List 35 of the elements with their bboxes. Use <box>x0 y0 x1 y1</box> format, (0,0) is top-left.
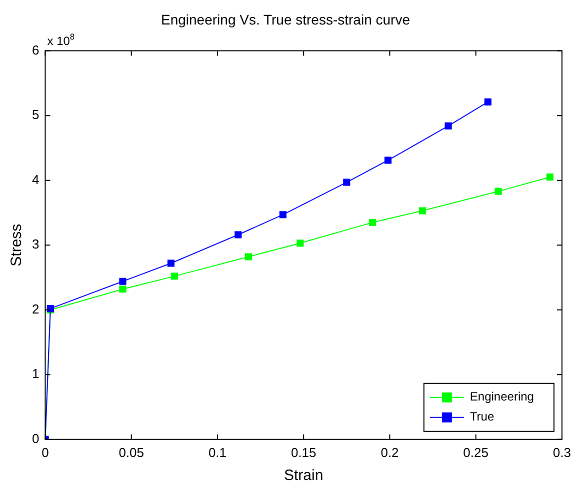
point <box>343 178 350 186</box>
point <box>296 240 304 247</box>
point <box>234 231 242 238</box>
point <box>384 156 392 164</box>
x-tick-label: 0.15 <box>290 444 316 460</box>
x-tick-label: 0.05 <box>118 444 144 460</box>
x-tick-label: 0.1 <box>208 444 227 460</box>
point <box>444 122 452 130</box>
point <box>368 218 376 226</box>
y-tick-label: 2 <box>32 301 40 316</box>
y-tick-label: 5 <box>32 107 40 122</box>
y-tick-label: 0 <box>32 430 40 446</box>
y-tick-label: 1 <box>32 366 40 382</box>
point <box>119 286 126 293</box>
y-axis-title: Stress <box>8 224 26 266</box>
point <box>484 98 492 106</box>
legend-label: True <box>470 410 494 424</box>
point <box>279 211 286 218</box>
point <box>170 272 178 280</box>
point <box>244 253 252 260</box>
x-tick-label: 0.3 <box>552 444 572 460</box>
y-tick-label: 4 <box>32 172 40 187</box>
y-tick-label: 6 <box>32 42 40 58</box>
point <box>418 207 426 214</box>
x-tick-label: 0.2 <box>380 444 399 460</box>
point <box>167 260 175 267</box>
x-tick-label: 0.25 <box>463 444 488 460</box>
point <box>546 174 554 181</box>
x-tick-label: 0 <box>42 444 49 460</box>
x-axis-title: Strain <box>284 467 324 484</box>
chart-title: Engineering Vs. True stress-strain curve <box>161 11 410 28</box>
legend-label: Engineering <box>470 390 534 404</box>
point <box>119 278 126 285</box>
point <box>494 188 502 195</box>
y-tick-label: 3 <box>32 236 40 252</box>
